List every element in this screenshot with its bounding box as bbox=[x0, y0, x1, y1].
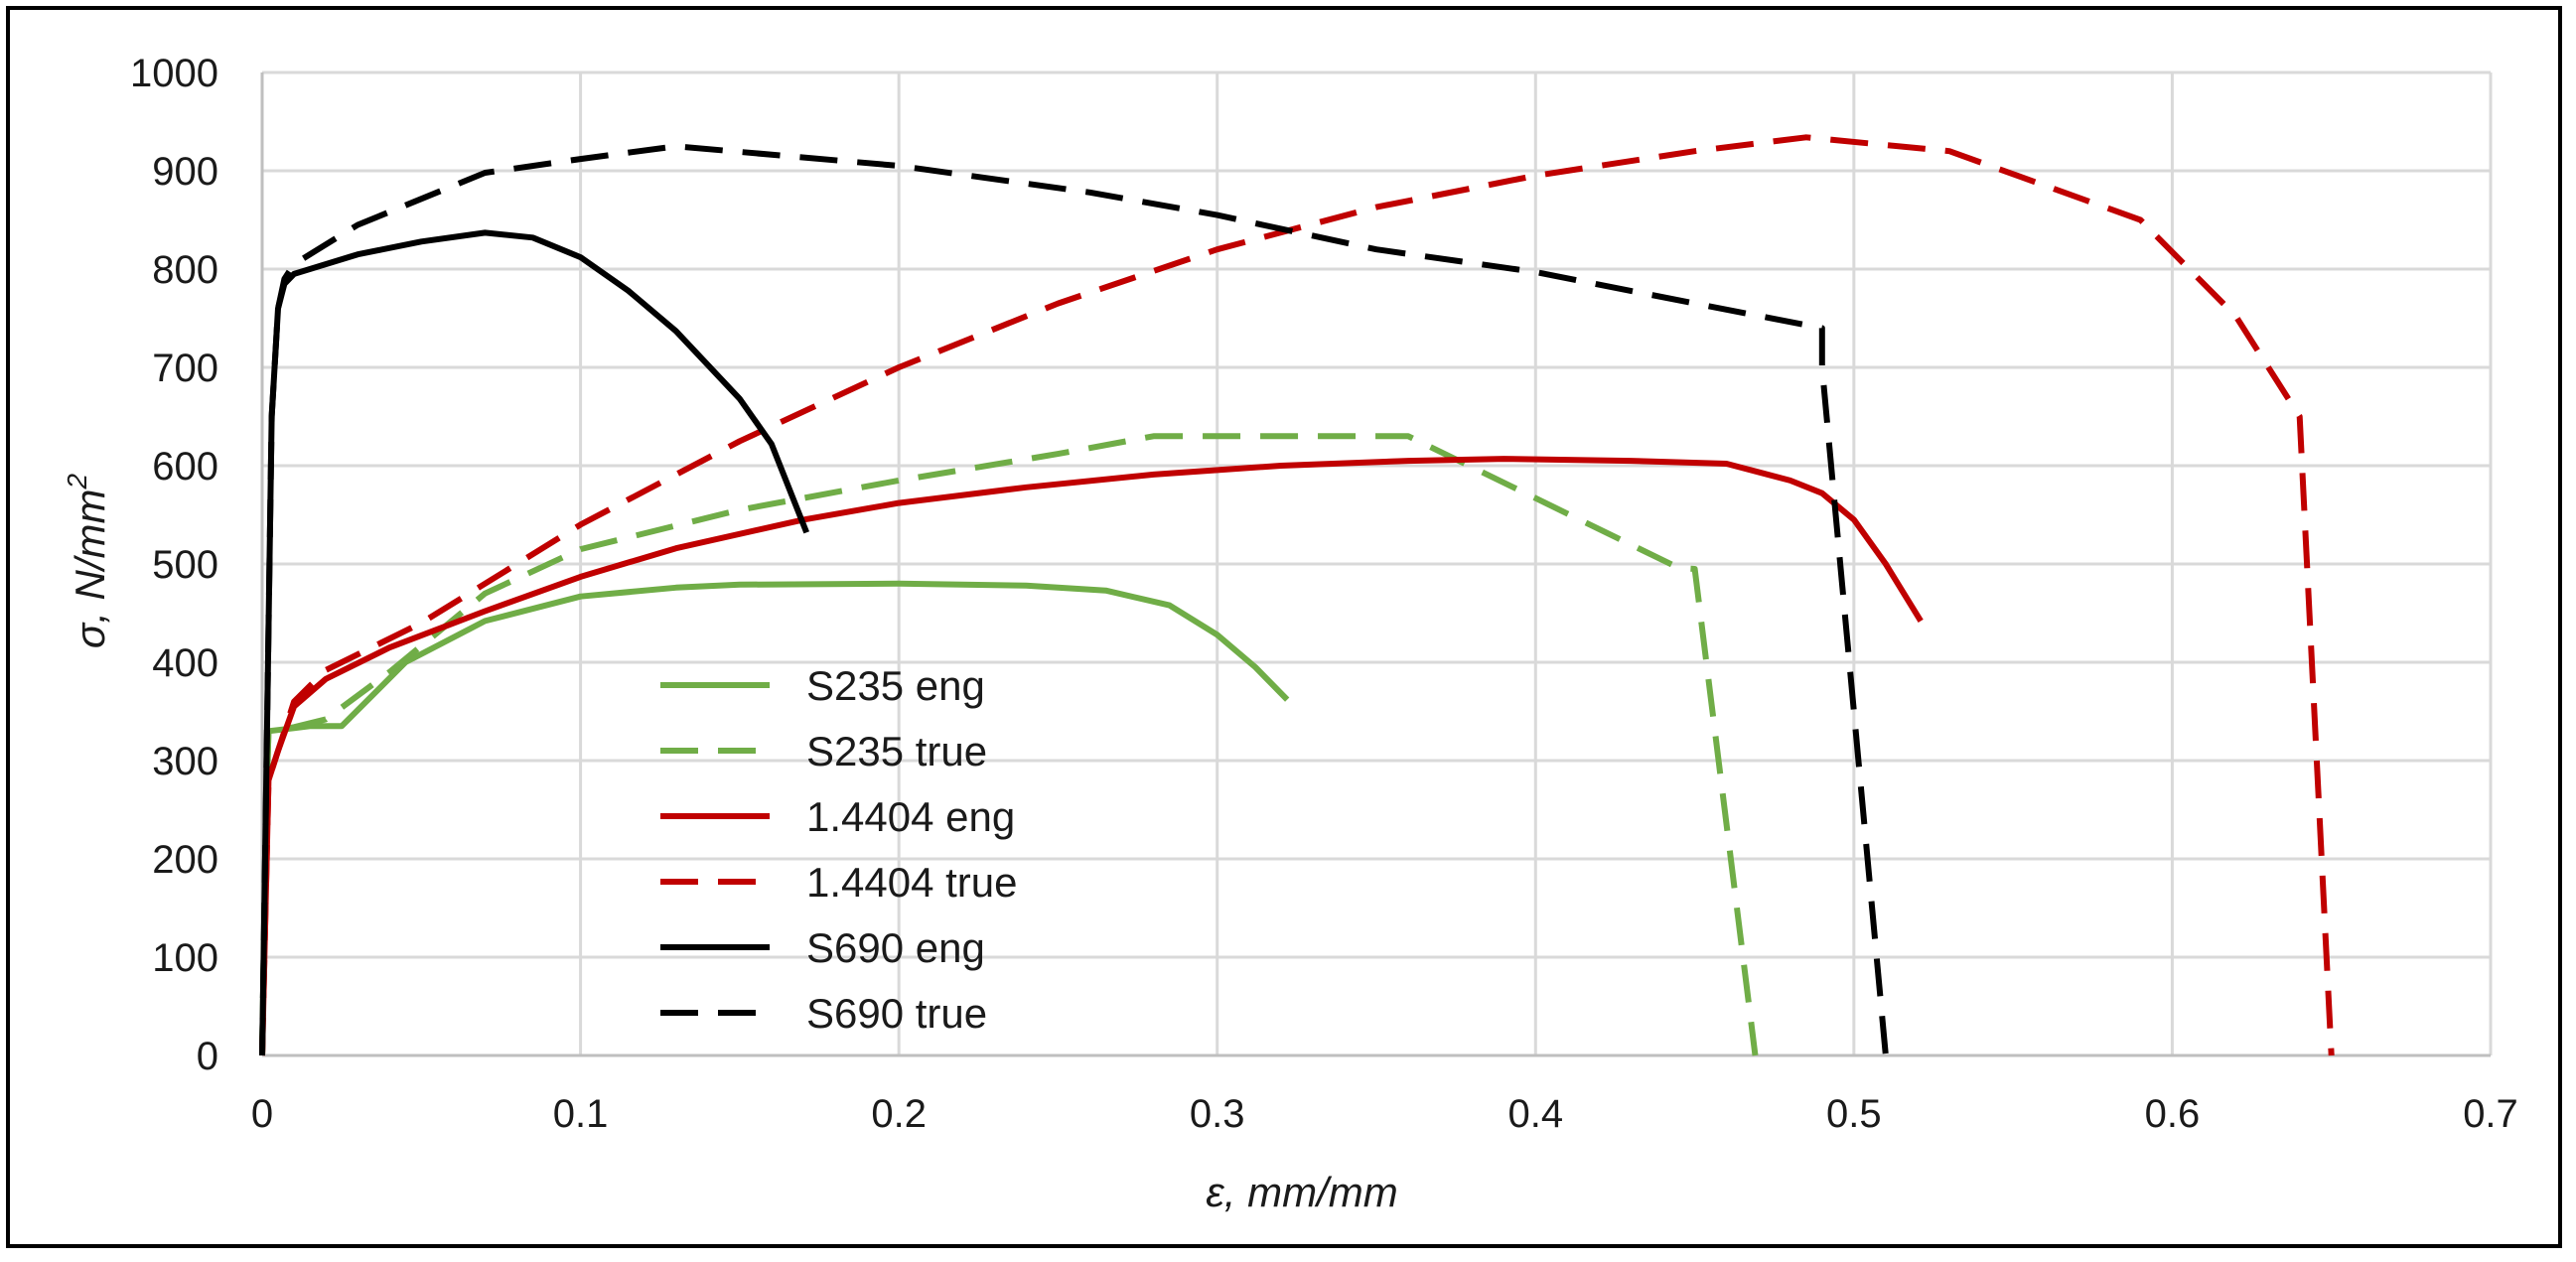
y-tick-label: 400 bbox=[152, 641, 218, 685]
series-line-s690-true bbox=[259, 143, 1889, 1056]
legend-label-s690-eng: S690 eng bbox=[806, 924, 985, 971]
series-line-s690-eng bbox=[259, 229, 809, 1056]
x-tick-label: 0.7 bbox=[2463, 1092, 2518, 1136]
legend-label-14404-true: 1.4404 true bbox=[806, 859, 1018, 906]
y-tick-label: 600 bbox=[152, 445, 218, 489]
y-tick-label: 100 bbox=[152, 936, 218, 980]
y-tick-label: 200 bbox=[152, 838, 218, 882]
chart-frame bbox=[6, 6, 2562, 1248]
x-axis-title: ε, mm/mm bbox=[1206, 1169, 1397, 1215]
y-tick-label: 0 bbox=[197, 1035, 218, 1078]
y-axis-title-superscript: 2 bbox=[62, 473, 92, 490]
legend-label-s235-eng: S235 eng bbox=[806, 662, 985, 709]
legend-label-s690-true: S690 true bbox=[806, 990, 987, 1037]
x-tick-label: 0 bbox=[251, 1092, 273, 1136]
series-line-14404-eng bbox=[259, 456, 1924, 1056]
data-series bbox=[259, 134, 2335, 1056]
x-tick-label: 0.2 bbox=[871, 1092, 927, 1136]
series-line-s235-eng bbox=[259, 580, 1290, 1056]
y-tick-label: 700 bbox=[152, 347, 218, 390]
series-line-14404-true bbox=[259, 134, 2335, 1056]
x-tick-label: 0.5 bbox=[1826, 1092, 1882, 1136]
y-tick-label: 800 bbox=[152, 248, 218, 292]
tick-labels: 0 100 200 300 400 500 600 700 800 900 1000 0 0.1 0.2 0… bbox=[130, 52, 2518, 1136]
y-axis-title-main: σ, N/mm bbox=[67, 489, 113, 648]
legend: S235 eng S235 true 1.4404 eng 1.4404 true S6… bbox=[660, 662, 1018, 1037]
y-tick-label: 1000 bbox=[130, 52, 218, 95]
x-tick-label: 0.1 bbox=[553, 1092, 609, 1136]
y-tick-label: 300 bbox=[152, 740, 218, 783]
y-axis-title: σ, N/mm2 bbox=[62, 473, 113, 648]
legend-label-14404-eng: 1.4404 eng bbox=[806, 793, 1015, 840]
x-tick-label: 0.6 bbox=[2145, 1092, 2201, 1136]
series-line-s235-true bbox=[259, 433, 1759, 1056]
y-tick-label: 900 bbox=[152, 150, 218, 194]
y-tick-label: 500 bbox=[152, 543, 218, 587]
x-tick-label: 0.4 bbox=[1507, 1092, 1563, 1136]
x-tick-label: 0.3 bbox=[1190, 1092, 1245, 1136]
legend-label-s235-true: S235 true bbox=[806, 728, 987, 774]
grid-lines bbox=[262, 70, 2493, 1055]
